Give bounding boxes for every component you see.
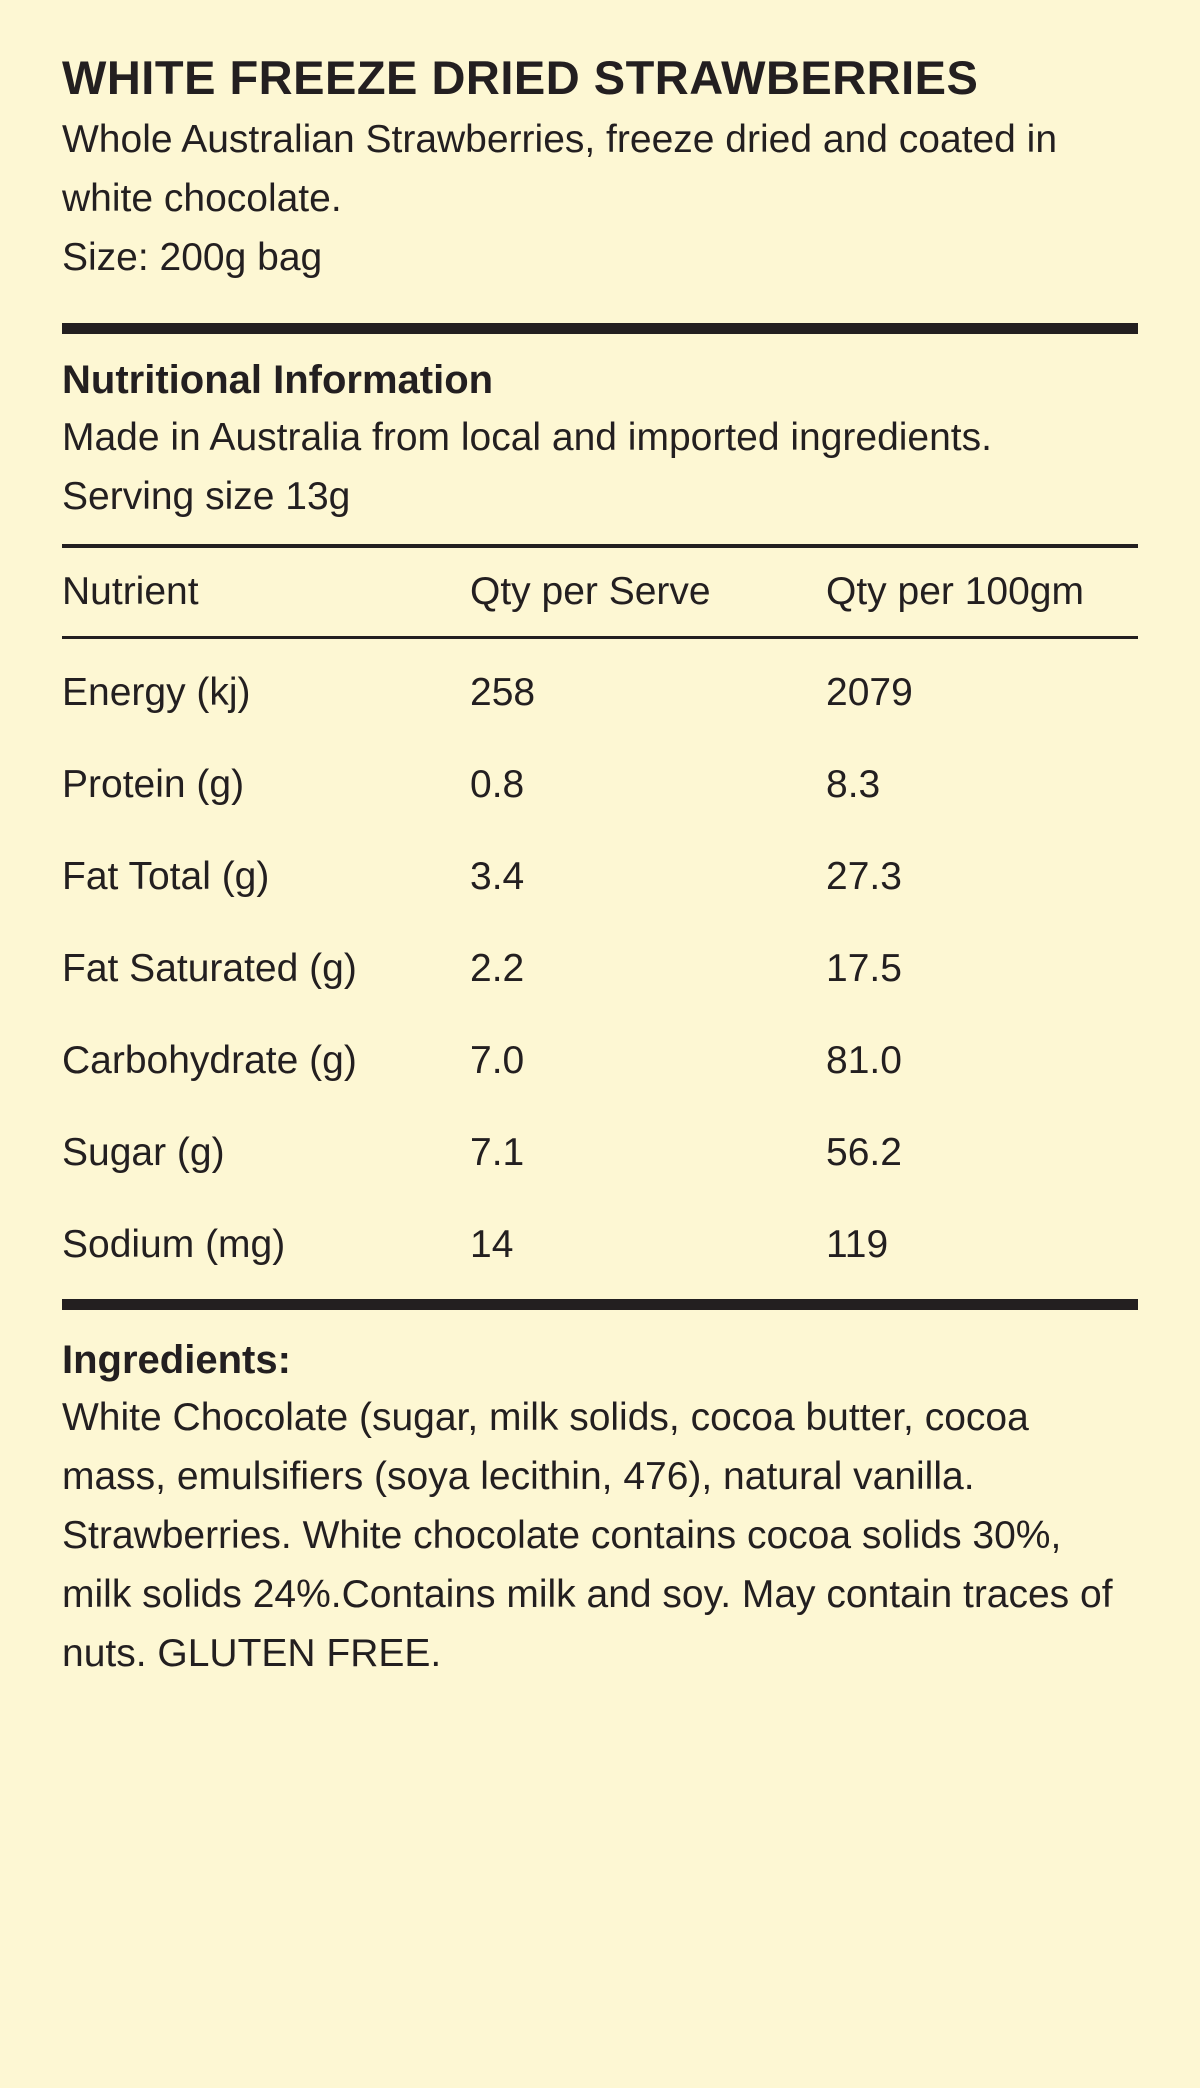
table-row: Sugar (g) 7.1 56.2 — [62, 1107, 1138, 1199]
divider-top — [62, 323, 1138, 334]
qty-per-100gm: 119 — [826, 1223, 889, 1266]
column-header-nutrient: Nutrient — [62, 548, 470, 639]
nutrition-origin: Made in Australia from local and importe… — [62, 416, 992, 459]
qty-per-serve: 7.1 — [470, 1131, 525, 1174]
product-size: Size: 200g bag — [62, 236, 323, 279]
divider-table-top — [62, 544, 1138, 548]
table-row: Energy (kj) 258 2079 — [62, 638, 1138, 740]
nutrient-name: Sugar (g) — [62, 1131, 225, 1174]
qty-per-100gm: 17.5 — [826, 947, 902, 990]
column-header-qty-per-100gm: Qty per 100gm — [826, 548, 1138, 639]
qty-per-100gm: 2079 — [826, 671, 913, 714]
qty-per-100gm: 27.3 — [826, 855, 902, 898]
table-row: Carbohydrate (g) 7.0 81.0 — [62, 1015, 1138, 1107]
table-row: Fat Total (g) 3.4 27.3 — [62, 831, 1138, 923]
table-row: Protein (g) 0.8 8.3 — [62, 739, 1138, 831]
table-row: Fat Saturated (g) 2.2 17.5 — [62, 923, 1138, 1015]
qty-per-100gm: 56.2 — [826, 1131, 902, 1174]
nutrient-name: Fat Total (g) — [62, 855, 270, 898]
table-header-row: Nutrient Qty per Serve Qty per 100gm — [62, 548, 1138, 639]
qty-per-100gm: 8.3 — [826, 763, 881, 806]
serving-size: Serving size 13g — [62, 475, 351, 518]
product-label-panel: WHITE FREEZE DRIED STRAWBERRIES Whole Au… — [62, 46, 1138, 1683]
divider-table-bottom — [62, 1299, 1138, 1310]
ingredients-heading: Ingredients: — [62, 1338, 291, 1382]
product-description: Whole Australian Strawberries, freeze dr… — [62, 118, 1058, 220]
qty-per-100gm: 81.0 — [826, 1039, 902, 1082]
qty-per-serve: 14 — [470, 1223, 514, 1266]
column-header-qty-per-serve: Qty per Serve — [470, 548, 826, 639]
nutrient-name: Protein (g) — [62, 763, 245, 806]
qty-per-serve: 258 — [470, 671, 536, 714]
product-title: WHITE FREEZE DRIED STRAWBERRIES — [62, 51, 979, 104]
nutrient-name: Sodium (mg) — [62, 1223, 286, 1266]
nutrient-name: Carbohydrate (g) — [62, 1039, 357, 1082]
qty-per-serve: 7.0 — [470, 1039, 525, 1082]
qty-per-serve: 0.8 — [470, 763, 525, 806]
ingredients-text: White Chocolate (sugar, milk solids, coc… — [62, 1396, 1113, 1675]
nutrition-table: Nutrient Qty per Serve Qty per 100gm Ene… — [62, 548, 1138, 1291]
nutrient-name: Fat Saturated (g) — [62, 947, 357, 990]
table-row: Sodium (mg) 14 119 — [62, 1199, 1138, 1291]
nutrient-name: Energy (kj) — [62, 671, 251, 714]
qty-per-serve: 3.4 — [470, 855, 525, 898]
qty-per-serve: 2.2 — [470, 947, 525, 990]
nutrition-heading: Nutritional Information — [62, 358, 494, 402]
